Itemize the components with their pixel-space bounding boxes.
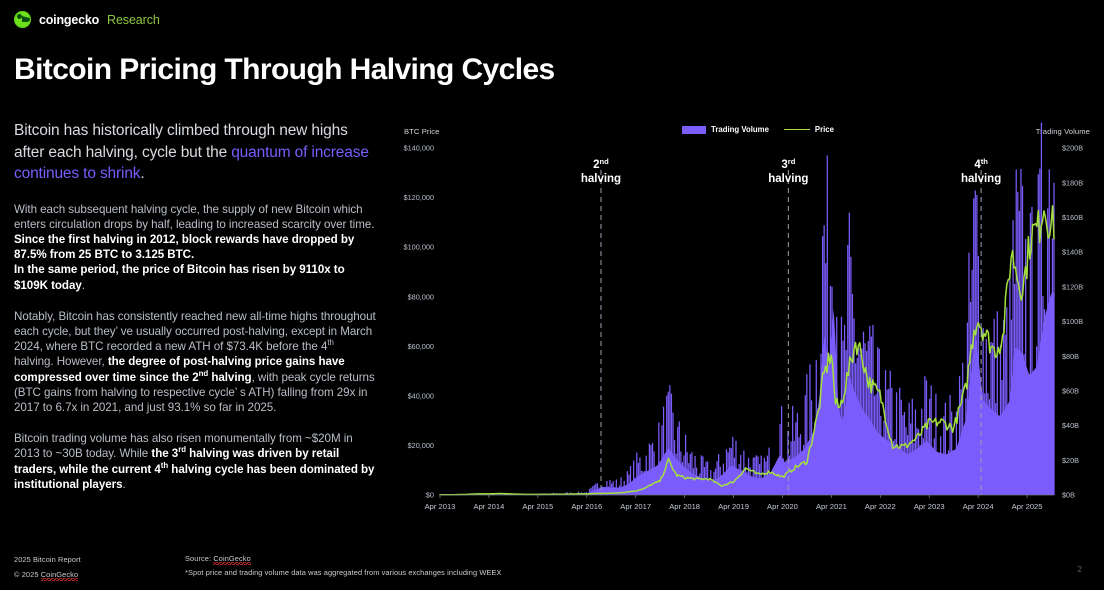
footer-source-brand: CoinGecko	[213, 554, 251, 563]
legend-label-volume: Trading Volume	[711, 125, 769, 134]
right-axis-tick: $60B	[1062, 387, 1079, 396]
x-axis-tick: Apr 2015	[522, 502, 553, 511]
halving-annotation-word: halving	[581, 173, 621, 185]
right-axis-tick: $200B	[1062, 144, 1083, 153]
copy-column: Bitcoin has historically climbed through…	[14, 120, 376, 508]
x-axis-tick: Apr 2017	[620, 502, 651, 511]
legend-swatch-price-icon	[783, 129, 810, 130]
footer-copyright: © 2025 CoinGecko	[14, 570, 78, 579]
p2-text-b: halving. However,	[14, 355, 108, 369]
right-axis-tick: $20B	[1062, 456, 1079, 465]
p3-text-d: halving cycle has been dominated by inst…	[14, 462, 375, 491]
p1-text-d: .	[81, 278, 85, 292]
x-axis-tick: Apr 2021	[816, 502, 847, 511]
right-axis-title: Trading Volume	[1035, 127, 1090, 136]
page-title: Bitcoin Pricing Through Halving Cycles	[14, 53, 555, 86]
left-axis-tick: $120,000	[404, 193, 434, 202]
footer-source-pre: Source:	[185, 554, 214, 563]
right-axis-tick: $140B	[1062, 248, 1083, 257]
x-axis-tick: Apr 2016	[571, 502, 602, 511]
p3-sup-2: th	[160, 460, 169, 470]
p1-text-c: In the same period, the price of Bitcoin…	[14, 263, 345, 292]
chart-plot-area: $0 $20,000 $40,000 $60,000 $80,000 $100,000 $1…	[404, 122, 1083, 511]
left-axis-tick: $40,000	[408, 391, 434, 400]
halving-annotation-word: halving	[961, 173, 1001, 185]
x-axis-tick: Apr 2020	[767, 502, 798, 511]
left-axis-tick: $60,000	[408, 342, 434, 351]
x-axis-tick: Apr 2025	[1012, 502, 1043, 511]
legend-swatch-volume-icon	[682, 125, 706, 134]
p3-sup-1: rd	[178, 445, 186, 455]
legend-item-volume: Trading Volume	[682, 125, 769, 134]
footer-copyright-brand: CoinGecko	[40, 570, 79, 579]
right-axis-tick: $180B	[1062, 178, 1083, 187]
halving-annotation-word: halving	[768, 173, 808, 185]
right-axis-tick: $120B	[1062, 282, 1083, 291]
brand-subtitle: Research	[107, 12, 160, 27]
left-axis-tick: $80,000	[408, 292, 434, 301]
lede-paragraph: Bitcoin has historically climbed through…	[14, 120, 376, 185]
paragraph-2: Notably, Bitcoin has consistently reache…	[14, 309, 376, 415]
x-axis-tick: Apr 2024	[963, 502, 994, 511]
p3-text-e: .	[122, 477, 126, 491]
p2-text-c: the degree of post-halving price gains h…	[14, 355, 345, 384]
brand-header: coingecko Research	[14, 11, 160, 28]
footer-report-label: 2025 Bitcoin Report	[14, 555, 81, 564]
left-axis-title: BTC Price	[404, 127, 440, 136]
legend-item-price: Price	[783, 125, 834, 134]
brand-name: coingecko	[39, 12, 100, 27]
bitcoin-halving-chart: BTC Price Trading Volume Trading Volume …	[392, 120, 1092, 520]
right-axis-tick: $40B	[1062, 421, 1079, 430]
footer-note: *Spot price and trading volume data was …	[185, 568, 502, 577]
p2-sup-1: th	[327, 338, 334, 348]
p2-text-e: , with peak cycle returns (BTC gains fro…	[14, 370, 375, 414]
page-number: 2	[1077, 565, 1082, 574]
price-line	[439, 205, 1055, 496]
left-axis-tick: $100,000	[404, 243, 434, 252]
halving-annotation-label: 3rd	[781, 157, 795, 171]
halving-annotation-label: 2nd	[593, 157, 609, 171]
halving-annotation-label: 4th	[974, 157, 988, 171]
lede-plain: Bitcoin has historically climbed through…	[14, 122, 348, 161]
x-axis-tick: Apr 2019	[718, 502, 749, 511]
p3-text-a: Bitcoin trading volume has also risen mo…	[14, 432, 353, 461]
gecko-logo-icon	[14, 11, 31, 28]
lede-accent: quantum of increase continues to shrink	[14, 143, 369, 183]
x-axis-tick: Apr 2013	[425, 502, 456, 511]
x-axis-tick: Apr 2022	[865, 502, 896, 511]
left-axis-tick: $140,000	[404, 144, 434, 153]
right-axis-tick: $160B	[1062, 213, 1083, 222]
p2-text-d: halving	[208, 370, 252, 384]
right-axis-tick: $100B	[1062, 317, 1083, 326]
x-axis-tick: Apr 2018	[669, 502, 700, 511]
paragraph-1: With each subsequent halving cycle, the …	[14, 202, 376, 293]
footer-source: Source: CoinGecko	[185, 554, 251, 563]
left-axis-tick: $0	[426, 491, 434, 500]
x-axis-tick: Apr 2023	[914, 502, 945, 511]
chart-legend: Trading Volume Price	[682, 125, 834, 134]
left-axis-tick: $20,000	[408, 441, 434, 450]
lede-end: .	[140, 165, 145, 182]
footer-copyright-pre: © 2025	[14, 570, 41, 579]
paragraph-3: Bitcoin trading volume has also risen mo…	[14, 431, 376, 492]
legend-label-price: Price	[814, 125, 834, 134]
p3-text-c: halving was driven by retail traders, wh…	[14, 447, 340, 476]
p1-text-a: With each subsequent halving cycle, the …	[14, 202, 375, 231]
p3-text-b: the 3	[151, 447, 179, 461]
p2-sup-2: nd	[198, 368, 209, 378]
p2-text-a: Notably, Bitcoin has consistently reache…	[14, 309, 376, 354]
right-axis-tick: $0B	[1062, 491, 1075, 500]
x-axis-tick: Apr 2014	[474, 502, 505, 511]
p1-text-b: Since the first halving in 2012, block r…	[14, 232, 355, 262]
right-axis-tick: $80B	[1062, 352, 1079, 361]
